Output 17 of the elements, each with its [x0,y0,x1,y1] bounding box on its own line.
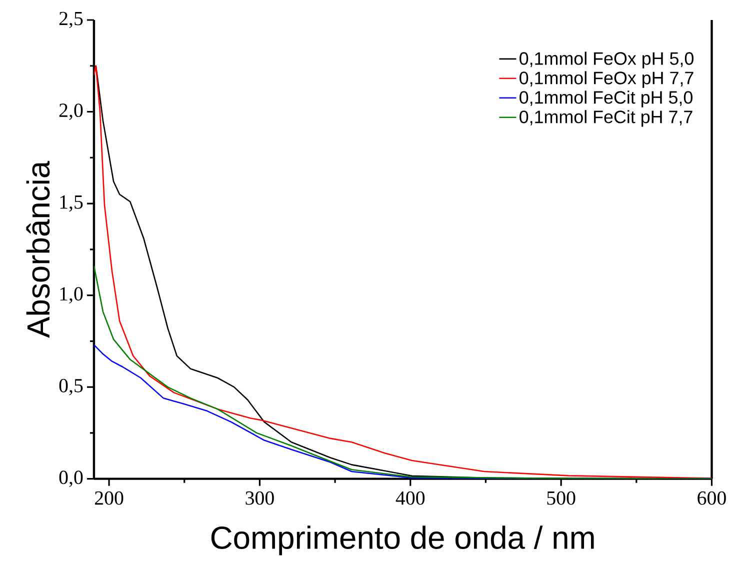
x-tick-label: 500 [547,491,576,505]
y-axis-title: Absorbância [26,160,50,338]
legend-label: 0,1mmol FeOx pH 7,7 [520,71,694,88]
y-tick-label: 0,0 [59,470,83,488]
x-tick-label: 300 [246,491,274,505]
x-tick-label: 400 [396,491,425,505]
y-tick-label: 1,0 [60,287,83,304]
y-tick-label: 0,5 [59,379,83,396]
x-axis-title: Comprimento de onda / nm [211,526,594,556]
y-tick-label: 2,0 [59,104,83,120]
legend-label: 0,1mmol FeOx pH 5,0 [520,52,694,69]
y-tick-label: 1,5 [60,196,83,212]
y-tick-label: 2,5 [59,12,83,28]
legend-label: 0,1mmol FeCit pH 7,7 [520,110,692,127]
x-tick-label: 200 [94,491,124,505]
legend-label: 0,1mmol FeCit pH 5,0 [520,90,692,108]
x-tick-label: 600 [698,491,726,505]
